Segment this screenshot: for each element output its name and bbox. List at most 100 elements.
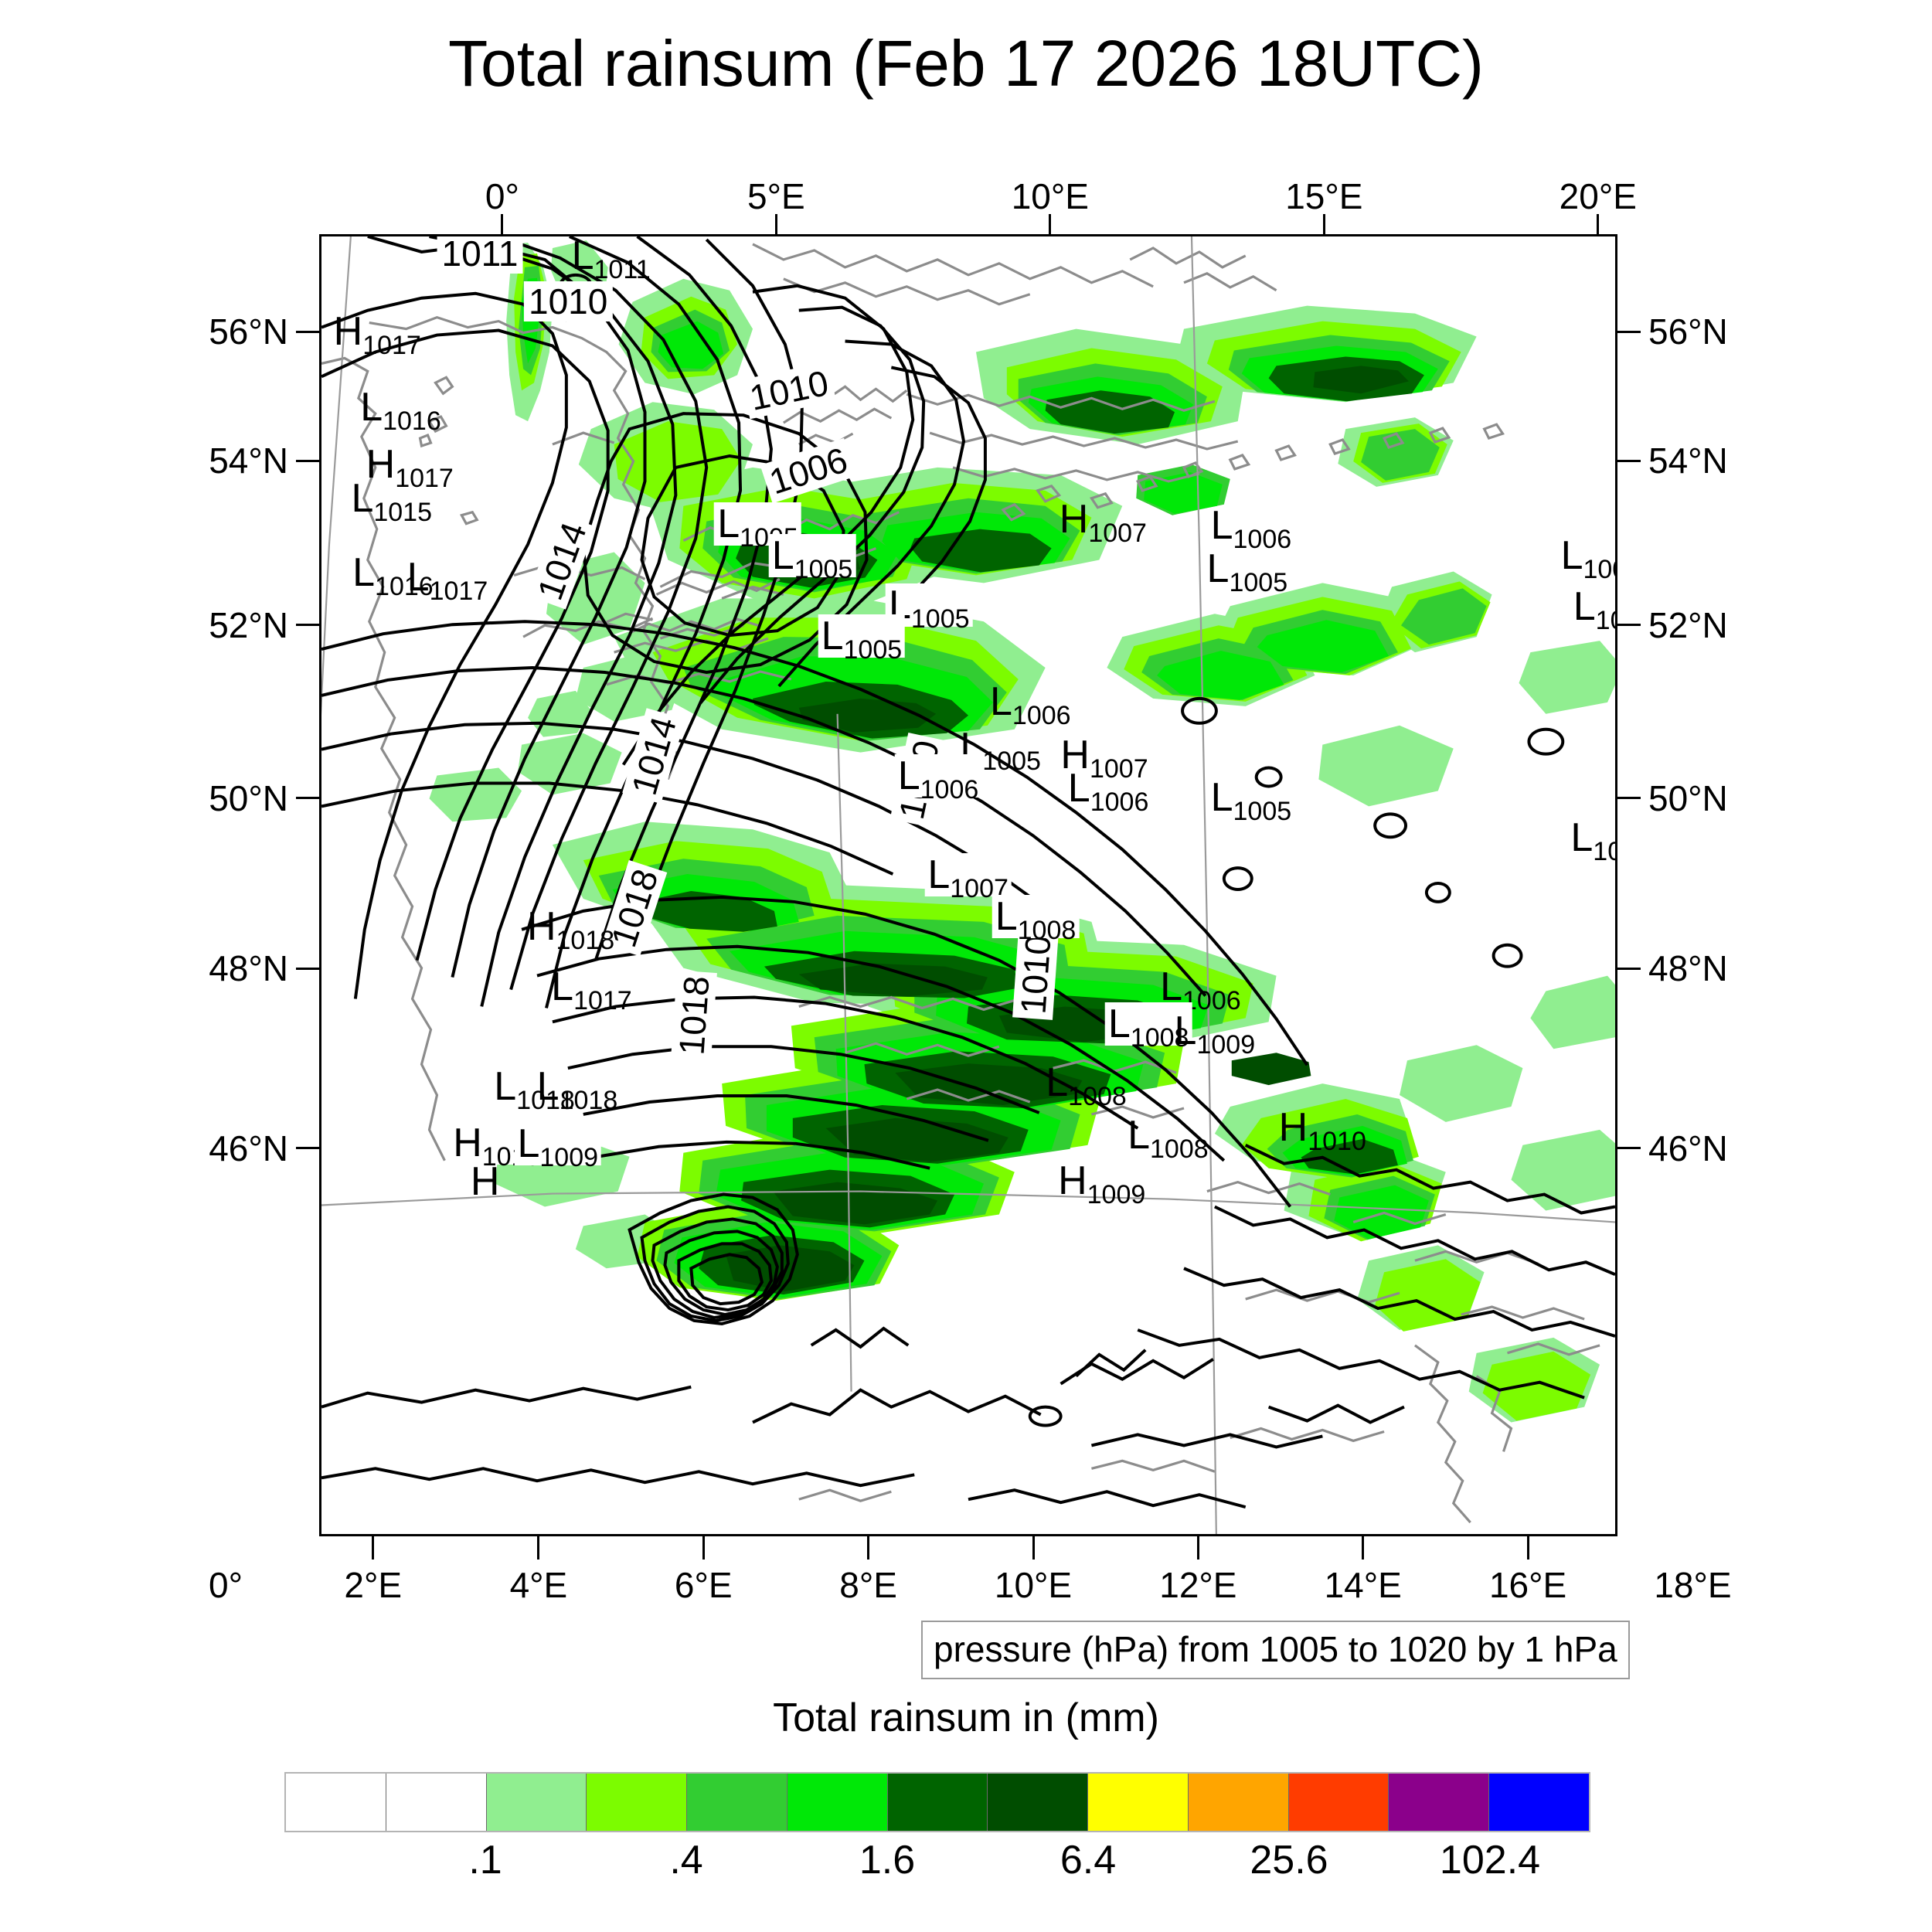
pressure-centre-type: H xyxy=(366,441,396,487)
colorbar-cell-8 xyxy=(1088,1774,1189,1831)
pressure-centre-type: L xyxy=(551,964,574,1009)
pressure-centre-value: 1018 xyxy=(556,926,615,956)
pressure-centre-value: 1005 xyxy=(1233,797,1292,827)
pressure-centre-type: H xyxy=(1059,496,1089,542)
tick-mark xyxy=(1049,214,1052,234)
pressure-centre-value: 1016 xyxy=(383,406,441,436)
tick-mark xyxy=(501,214,504,234)
pressure-centre-value: 1017 xyxy=(429,577,488,607)
tick-mark xyxy=(296,797,319,800)
pressure-centre-type: L xyxy=(771,532,794,578)
tick-mark xyxy=(537,1536,540,1560)
colorbar-title: Total rainsum in (mm) xyxy=(773,1696,1159,1740)
colorbar-cell-7 xyxy=(988,1774,1089,1831)
pressure-centre-type: L xyxy=(1174,1008,1197,1053)
tick-mark xyxy=(1322,214,1325,234)
meridian-lines xyxy=(321,236,1615,1534)
pressure-centre-l-3: L1015 xyxy=(351,475,432,526)
pressure-centre-l-17: L1006 xyxy=(894,753,982,803)
tick-mark xyxy=(1362,1536,1365,1560)
contour-label-8: 1018 xyxy=(671,969,718,1061)
pressure-centre-l-1: L1016 xyxy=(360,387,441,434)
pressure-centre-value: 1009 xyxy=(539,1143,599,1173)
tick-mark xyxy=(1617,797,1641,800)
lon-tick-bottom-8: 16°E xyxy=(1488,1565,1567,1605)
tick-mark xyxy=(702,1536,705,1560)
pressure-centre-value: 1005 xyxy=(1229,567,1288,597)
pressure-centre-value: 1016 xyxy=(375,571,434,601)
lat-tick-left-0: 56°N xyxy=(209,311,288,352)
pressure-centre-value: 1005 xyxy=(843,635,903,665)
pressure-centre-l-37: L10 xyxy=(1573,587,1615,634)
pressure-centre-l-6: L1011 xyxy=(572,236,651,283)
pressure-centre-type: L xyxy=(494,1064,517,1110)
pressure-centre-type: L xyxy=(995,893,1018,939)
pressure-centre-value: 100 xyxy=(1583,554,1615,584)
colorbar-label-1: .4 xyxy=(669,1838,703,1883)
pressure-centre-l-18: L1005 xyxy=(1211,777,1292,825)
pressure-centre-l-33: L1009 xyxy=(514,1122,602,1171)
pressure-centre-l-5: L1017 xyxy=(407,557,488,604)
pressure-centre-value: 1008 xyxy=(1130,1023,1189,1053)
pressure-centre-type: H xyxy=(470,1159,500,1205)
tick-mark xyxy=(1032,1536,1035,1560)
pressure-centre-type: L xyxy=(927,852,951,897)
pressure-centre-l-26: L1006 xyxy=(1160,967,1241,1014)
pressure-centre-type: H xyxy=(526,904,556,950)
lat-tick-right-4: 48°N xyxy=(1648,948,1728,989)
pressure-centre-h-34: H1009 xyxy=(1058,1161,1145,1208)
pressure-centre-value: 1006 xyxy=(1012,700,1071,730)
colorbar-cell-0 xyxy=(286,1774,386,1831)
lon-tick-top-2: 10°E xyxy=(1011,176,1089,216)
tick-mark xyxy=(296,1147,319,1150)
lon-tick-bottom-3: 6°E xyxy=(674,1565,733,1605)
pressure-centre-type: L xyxy=(1210,503,1233,549)
pressure-centre-h-22: H1018 xyxy=(526,904,614,954)
pressure-centre-value: 1008 xyxy=(1017,915,1077,945)
pressure-centre-l-24: L1018 xyxy=(494,1064,575,1114)
pressure-centre-l-4: L1016 xyxy=(352,553,434,600)
tick-mark xyxy=(867,1536,870,1560)
pressure-centre-type: H xyxy=(453,1120,482,1165)
pressure-centre-type: L xyxy=(989,679,1012,724)
lat-tick-right-2: 52°N xyxy=(1648,604,1728,645)
pressure-centre-l-10: L1005 xyxy=(818,614,906,663)
pressure-centre-l-13: L1005 xyxy=(1206,546,1288,596)
pressure-centre-h-15: H1007 xyxy=(1060,735,1148,782)
tick-mark xyxy=(296,967,319,970)
pressure-centre-l-12: L1006 xyxy=(1210,503,1292,553)
pressure-centre-l-27: L1008 xyxy=(1104,1002,1192,1051)
map-canvas xyxy=(321,236,1615,1534)
pressure-centre-value: 1009 xyxy=(1087,1179,1146,1209)
pressure-centre-type: L xyxy=(1206,546,1230,591)
lon-tick-top-1: 5°E xyxy=(747,176,805,216)
colorbar-cell-11 xyxy=(1389,1774,1490,1831)
colorbar-label-0: .1 xyxy=(468,1838,502,1883)
pressure-centre-h-31: H1010 xyxy=(1278,1104,1366,1155)
pressure-centre-value: 1008 xyxy=(1068,1082,1127,1112)
lon-tick-top-3: 15°E xyxy=(1285,176,1363,216)
pressure-centre-l-25: L1018 xyxy=(537,1066,618,1114)
lat-tick-right-5: 46°N xyxy=(1648,1128,1728,1168)
pressure-centre-value: 1011 xyxy=(594,255,651,285)
pressure-centre-value: 1007 xyxy=(1089,753,1148,784)
pressure-legend-box: pressure (hPa) from 1005 to 1020 by 1 hP… xyxy=(921,1621,1630,1679)
lon-tick-bottom-4: 8°E xyxy=(839,1565,897,1605)
pressure-centre-type: L xyxy=(351,475,374,521)
pressure-centre-l-36: L100 xyxy=(1561,536,1615,583)
isobars xyxy=(321,236,1615,1509)
pressure-centre-h-2: H1017 xyxy=(366,441,454,492)
tick-mark xyxy=(1617,967,1641,970)
lat-tick-left-1: 54°N xyxy=(209,440,288,481)
tick-mark xyxy=(1597,214,1600,234)
pressure-centre-type: H xyxy=(1278,1104,1308,1150)
lon-tick-bottom-0: 0° xyxy=(209,1565,243,1605)
pressure-centre-type: H xyxy=(333,309,363,354)
pressure-centre-value: 1006 xyxy=(1182,985,1241,1015)
pressure-centre-value: 1005 xyxy=(794,554,853,584)
colorbar-cells xyxy=(284,1772,1590,1832)
contour-label-0: 1011 xyxy=(437,236,523,274)
colorbar-cell-6 xyxy=(887,1774,988,1831)
pressure-centre-value: 1008 xyxy=(1150,1134,1209,1164)
